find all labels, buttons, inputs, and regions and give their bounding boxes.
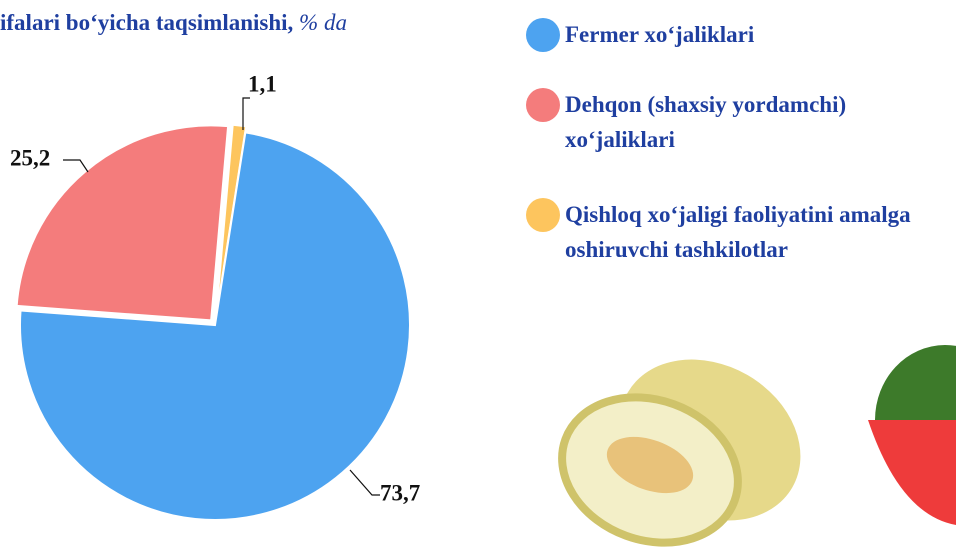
legend-label: Fermer xo‘jaliklari [565, 22, 755, 47]
leader-line [349, 469, 380, 496]
data-label: 73,7 [380, 480, 420, 505]
pie-slice [19, 131, 411, 521]
legend-swatch [526, 198, 560, 232]
leader-line [242, 97, 250, 130]
data-label: 1,1 [248, 71, 277, 96]
legend-label: Dehqon (shaxsiy yordamchi) xo‘jaliklari [565, 92, 847, 152]
chart-title: ifalari bo‘yicha taqsimlanishi, % da [0, 10, 347, 36]
data-label: 25,2 [10, 145, 50, 170]
melon-illustration [558, 345, 956, 547]
pie-slice [15, 124, 230, 322]
subtitle: % da [299, 10, 347, 35]
leader-line [63, 159, 89, 173]
legend-swatch [526, 88, 560, 122]
legend-label: Qishloq xo‘jaligi faoliyatini amalga osh… [565, 202, 911, 262]
title-text: ifalari bo‘yicha taqsimlanishi, [0, 10, 294, 35]
legend-swatch [526, 18, 560, 52]
